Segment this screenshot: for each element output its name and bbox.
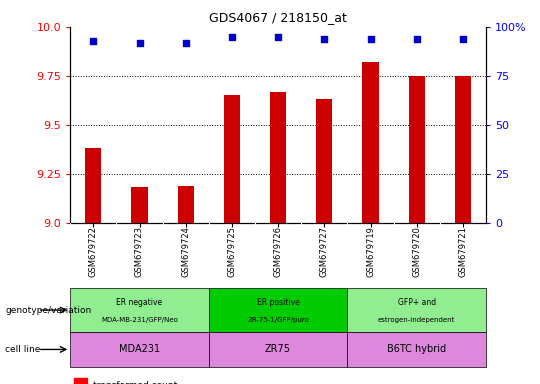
Point: [89, 38, 98, 44]
Bar: [70, 332, 209, 367]
Text: GSM679727: GSM679727: [320, 226, 329, 277]
Text: ZR75: ZR75: [265, 344, 291, 354]
Point: [181, 40, 190, 46]
Bar: [209, 288, 347, 332]
Text: GSM679725: GSM679725: [227, 226, 237, 277]
Point: [458, 36, 467, 42]
Bar: [75, 378, 87, 384]
Text: GFP+ and: GFP+ and: [397, 298, 436, 307]
Text: GSM679724: GSM679724: [181, 226, 190, 277]
Text: genotype/variation: genotype/variation: [5, 306, 92, 314]
Text: B6TC hybrid: B6TC hybrid: [387, 344, 446, 354]
Bar: [209, 332, 347, 367]
Text: GSM679721: GSM679721: [458, 226, 468, 277]
Point: [320, 36, 329, 42]
Point: [274, 34, 282, 40]
Point: [227, 34, 236, 40]
Bar: [455, 76, 471, 223]
Text: MDA-MB-231/GFP/Neo: MDA-MB-231/GFP/Neo: [101, 317, 178, 323]
Bar: [270, 91, 286, 223]
Bar: [70, 288, 209, 332]
Bar: [85, 148, 102, 223]
Text: GSM679720: GSM679720: [412, 226, 421, 277]
Bar: [409, 76, 425, 223]
Text: GSM679723: GSM679723: [135, 226, 144, 277]
Bar: [362, 62, 379, 223]
Point: [413, 36, 421, 42]
Bar: [347, 332, 486, 367]
Text: cell line: cell line: [5, 345, 41, 354]
Bar: [316, 99, 333, 223]
Title: GDS4067 / 218150_at: GDS4067 / 218150_at: [209, 11, 347, 24]
Text: ZR-75-1/GFP/puro: ZR-75-1/GFP/puro: [247, 317, 309, 323]
Text: GSM679722: GSM679722: [89, 226, 98, 277]
Point: [135, 40, 144, 46]
Text: transformed count: transformed count: [93, 381, 177, 384]
Bar: [347, 288, 486, 332]
Bar: [178, 185, 194, 223]
Bar: [131, 187, 147, 223]
Bar: [224, 95, 240, 223]
Text: GSM679726: GSM679726: [274, 226, 282, 277]
Point: [366, 36, 375, 42]
Text: ER positive: ER positive: [256, 298, 300, 307]
Text: MDA231: MDA231: [119, 344, 160, 354]
Text: GSM679719: GSM679719: [366, 226, 375, 277]
Text: ER negative: ER negative: [117, 298, 163, 307]
Text: estrogen-independent: estrogen-independent: [378, 317, 455, 323]
